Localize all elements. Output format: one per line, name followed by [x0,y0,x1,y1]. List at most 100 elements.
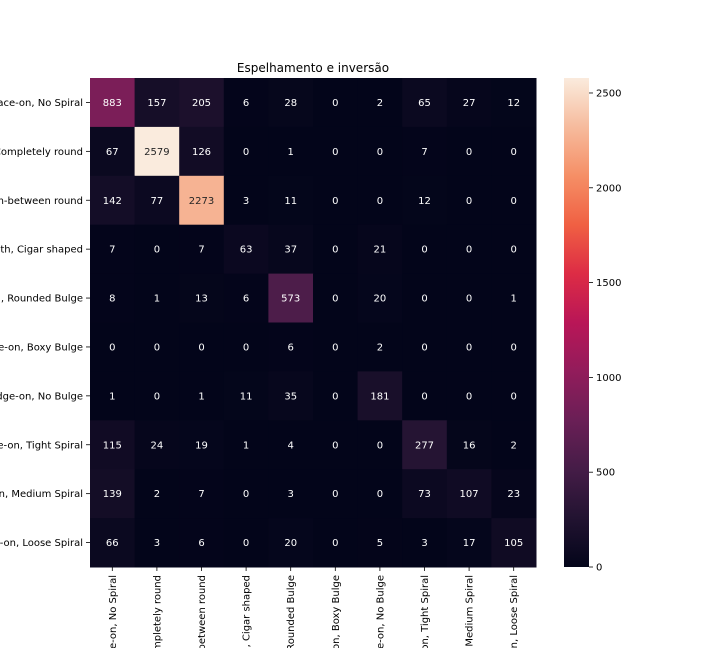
x-tick-label: Disk, Face-on, Medium Spiral [465,575,476,648]
cell-value-label: 0 [332,342,338,353]
heatmap-cell [134,175,180,226]
y-tick-label: Disk, Face-on, Tight Spiral [0,440,83,451]
cell-value-label: 0 [421,294,427,305]
cell-value-label: 107 [460,489,479,500]
heatmap-cell [357,224,403,275]
cell-value-label: 16 [463,440,476,451]
heatmap-cell [446,175,492,226]
heatmap-cell [491,78,537,128]
heatmap-cell [402,469,448,519]
cell-value-label: 77 [151,196,164,207]
heatmap-cell [402,371,448,421]
y-tick-label: Disk, Face-on, Loose Spiral [0,538,83,549]
cell-value-label: 0 [421,391,427,402]
cell-value-label: 0 [377,489,383,500]
colorbar-tick-label: 2500 [596,88,621,99]
cell-value-label: 3 [421,538,427,549]
heatmap-cell [313,175,359,226]
cell-value-label: 0 [332,147,338,158]
cell-value-label: 0 [511,245,517,256]
colorbar-gradient [564,78,589,567]
cell-value-label: 157 [147,98,166,109]
cell-value-label: 3 [288,489,294,500]
heatmap-cell [491,371,537,421]
cell-value-label: 6 [288,342,294,353]
chart-title: Espelhamento e inversão [237,61,389,75]
x-tick-label: Smooth, Cigar shaped [242,575,253,648]
cell-value-label: 0 [466,147,472,158]
heatmap-cell [491,224,537,275]
cell-value-label: 7 [198,245,204,256]
heatmap-cell [357,175,403,226]
y-tick-label: Disk, Face-on, No Spiral [0,98,83,109]
cell-value-label: 0 [332,489,338,500]
heatmap-cell [179,322,225,372]
heatmap-cell [402,518,448,568]
cell-value-label: 0 [421,245,427,256]
cell-value-label: 27 [463,98,476,109]
cell-value-label: 19 [195,440,208,451]
y-tick-label: Disk, Edge-on, No Bulge [0,391,83,402]
heatmap-cell [134,469,180,519]
heatmap-cell [446,273,492,323]
heatmap-cell [402,420,448,470]
heatmap-cell [268,273,314,323]
heatmap-cell [134,518,180,568]
heatmap-cell [223,126,269,177]
heatmap-cell [223,224,269,275]
cell-value-label: 0 [466,196,472,207]
heatmap-cells [90,78,537,568]
cell-value-label: 6 [243,98,249,109]
cell-value-label: 126 [192,147,211,158]
cell-value-label: 12 [418,196,431,207]
heatmap-cell [223,273,269,323]
cell-value-label: 181 [370,391,389,402]
heatmap-cell [179,469,225,519]
heatmap-cell [268,420,314,470]
cell-value-label: 0 [332,98,338,109]
cell-value-label: 2273 [189,196,214,207]
cell-value-label: 0 [511,196,517,207]
heatmap-cell [179,175,225,226]
cell-value-label: 139 [103,489,122,500]
cell-value-label: 0 [466,391,472,402]
cell-value-label: 13 [195,294,208,305]
cell-value-label: 2 [377,342,383,353]
heatmap-cell [446,420,492,470]
colorbar-tick-label: 2000 [596,183,621,194]
cell-value-label: 1 [109,391,115,402]
heatmap-cell [446,469,492,519]
cell-value-label: 73 [418,489,431,500]
x-tick-label: Disk, Face-on, Tight Spiral [420,575,431,648]
cell-value-label: 0 [332,245,338,256]
cell-value-label: 2 [511,440,517,451]
cell-value-label: 4 [288,440,294,451]
cell-value-label: 105 [504,538,523,549]
colorbar-tick-label: 1000 [596,373,621,384]
heatmap-cell [223,469,269,519]
colorbar-tick-label: 0 [596,563,602,574]
heatmap-cell [90,126,136,177]
colorbar-ticks: 0 500 1000 1500 2000 2500 [589,88,621,574]
heatmap-cell [313,126,359,177]
heatmap-cell [179,224,225,275]
cell-value-label: 1 [243,440,249,451]
cell-value-label: 0 [466,342,472,353]
heatmap-cell [446,322,492,372]
cell-value-label: 205 [192,98,211,109]
heatmap-cell [491,322,537,372]
cell-value-label: 0 [243,538,249,549]
heatmap-cell [357,273,403,323]
cell-value-label: 0 [511,342,517,353]
cell-value-label: 66 [106,538,119,549]
heatmap-cell [223,322,269,372]
cell-value-label: 17 [463,538,476,549]
cell-value-label: 1 [511,294,517,305]
heatmap-cell [90,273,136,323]
heatmap-cell [357,518,403,568]
cell-value-label: 277 [415,440,434,451]
cell-value-label: 7 [198,489,204,500]
heatmap-cell [179,371,225,421]
heatmap-cell [179,78,225,128]
heatmap-cell [179,518,225,568]
